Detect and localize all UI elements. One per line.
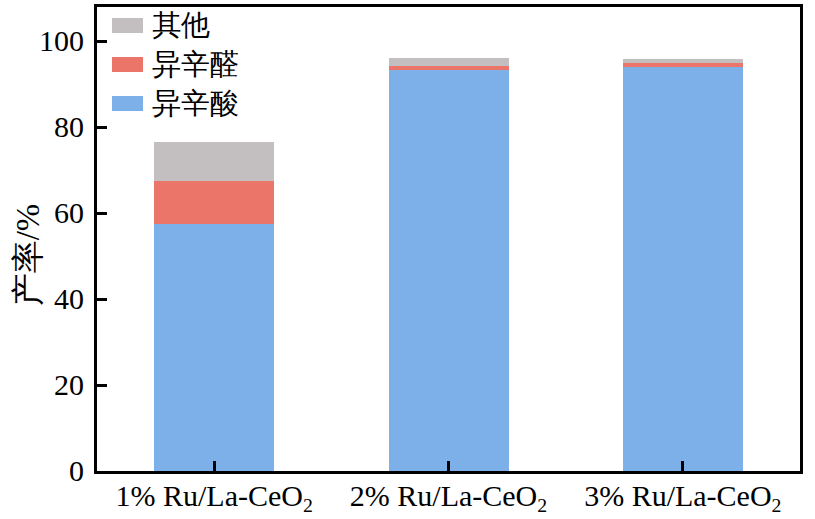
bar-1 xyxy=(154,142,274,471)
x-tick-label-text: 3% Ru/La-CeO xyxy=(584,479,771,512)
bar-segment-异辛酸 xyxy=(389,70,509,471)
y-tick-label: 80 xyxy=(10,110,84,144)
legend-swatch xyxy=(112,96,143,111)
bar-3 xyxy=(623,59,743,471)
legend-item: 其他 xyxy=(112,6,239,45)
legend-swatch xyxy=(112,57,143,72)
legend-label: 异辛酸 xyxy=(152,84,239,123)
legend-label: 异辛醛 xyxy=(152,45,239,84)
y-tick-label: 20 xyxy=(10,368,84,402)
legend-item: 异辛醛 xyxy=(112,45,239,84)
bar-segment-其他 xyxy=(154,142,274,181)
x-axis-tick xyxy=(447,461,450,471)
bar-segment-其他 xyxy=(389,58,509,66)
y-axis-tick xyxy=(97,298,107,301)
bar-segment-异辛醛 xyxy=(154,181,274,224)
legend-label: 其他 xyxy=(152,6,210,45)
x-axis-tick xyxy=(213,461,216,471)
legend: 其他异辛醛异辛酸 xyxy=(112,6,239,123)
legend-item: 异辛酸 xyxy=(112,84,239,123)
x-tick-label: 3% Ru/La-CeO2 xyxy=(523,479,815,519)
y-axis-tick xyxy=(97,384,107,387)
x-axis-tick xyxy=(681,461,684,471)
figure: 产率/% 020406080100 1% Ru/La-CeO22% Ru/La-… xyxy=(0,0,815,519)
y-axis-tick xyxy=(97,40,107,43)
y-tick-label: 40 xyxy=(10,282,84,316)
bar-segment-异辛酸 xyxy=(154,224,274,471)
y-tick-label: 100 xyxy=(10,24,84,58)
x-tick-label-subscript: 2 xyxy=(772,494,782,516)
x-tick-label-text: 2% Ru/La-CeO xyxy=(350,479,537,512)
y-tick-label: 60 xyxy=(10,196,84,230)
y-axis-tick xyxy=(97,212,107,215)
x-tick-label-text: 1% Ru/La-CeO xyxy=(115,479,302,512)
y-axis-tick xyxy=(97,126,107,129)
bar-segment-异辛酸 xyxy=(623,67,743,471)
legend-swatch xyxy=(112,18,143,33)
bar-2 xyxy=(389,58,509,471)
